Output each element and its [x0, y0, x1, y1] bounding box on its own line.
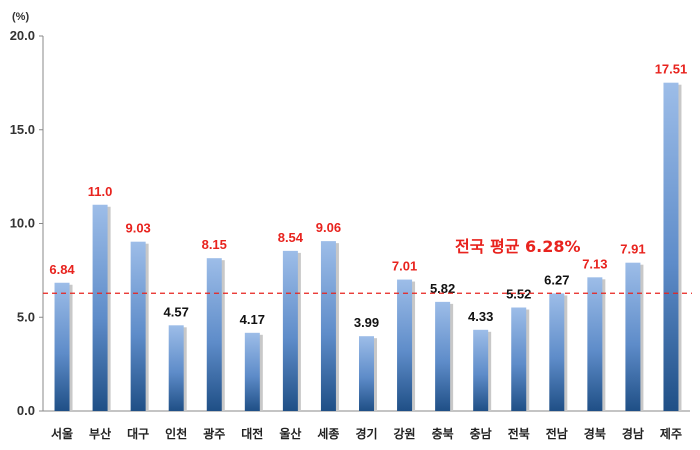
bar [359, 336, 374, 411]
bar [435, 301, 451, 411]
data-label: 5.82 [430, 281, 455, 296]
category-label: 전남 [546, 426, 568, 441]
bar [473, 329, 489, 411]
bar [92, 204, 108, 411]
data-label: 6.84 [49, 262, 75, 277]
y-tick-label: 10.0 [10, 216, 35, 231]
data-label: 7.91 [620, 242, 645, 257]
category-labels-group: 서울 부산 대구 인천 광주 대전 울산 세종 경기 강원 충북 충남 전북 전남 경북 경남 제주 [51, 426, 682, 441]
bar [511, 307, 527, 411]
bar [168, 325, 184, 411]
category-label: 제주 [660, 427, 682, 441]
data-label: 5.52 [506, 287, 531, 302]
y-tick-label: 20.0 [10, 28, 35, 43]
category-label: 경기 [355, 426, 377, 441]
bar [206, 258, 222, 411]
bar [130, 241, 146, 411]
data-label: 7.01 [392, 259, 417, 274]
bar [282, 250, 298, 411]
data-label: 11.0 [88, 184, 113, 199]
average-reference-label: 전국 평균 6.28% [455, 237, 581, 256]
bars-group [54, 82, 682, 411]
category-label: 대구 [127, 427, 149, 441]
data-label: 17.51 [655, 62, 688, 77]
category-label: 인천 [165, 426, 187, 441]
data-labels-group: 6.84 11.0 9.03 4.57 8.15 4.17 8.54 9.06 3.99 7.01… [49, 62, 687, 331]
category-label: 대전 [241, 426, 263, 441]
data-label: 8.15 [202, 237, 227, 252]
data-label: 7.13 [582, 256, 607, 271]
category-label: 경남 [622, 426, 644, 441]
category-label: 강원 [394, 427, 416, 441]
category-label: 세종 [317, 426, 339, 441]
category-label: 충남 [470, 426, 492, 441]
y-axis-ticks: 0.0 5.0 10.0 15.0 20.0 [10, 28, 43, 418]
bar [320, 241, 336, 411]
category-label: 서울 [51, 426, 73, 441]
data-label: 3.99 [354, 315, 379, 330]
category-label: 부산 [89, 426, 111, 441]
category-label: 광주 [203, 426, 225, 441]
category-label: 경북 [584, 427, 606, 441]
bar [549, 293, 565, 411]
category-label: 울산 [279, 426, 301, 441]
data-label: 4.57 [164, 304, 189, 319]
data-label: 6.27 [544, 272, 569, 287]
data-label: 9.03 [125, 221, 150, 236]
data-label: 4.33 [468, 309, 493, 324]
y-tick-label: 15.0 [10, 122, 35, 137]
bar [244, 332, 260, 411]
data-label: 9.06 [316, 220, 341, 235]
y-axis-unit-label: (%) [12, 11, 29, 23]
y-tick-label: 5.0 [17, 309, 35, 324]
bar [54, 282, 70, 411]
bar [663, 82, 679, 411]
bar [397, 279, 413, 411]
data-label: 8.54 [278, 230, 304, 245]
category-label: 충북 [432, 426, 454, 441]
category-label: 전북 [508, 426, 530, 441]
bar [625, 262, 641, 411]
data-label: 4.17 [240, 312, 265, 327]
bar [587, 277, 603, 411]
y-tick-label: 0.0 [17, 403, 35, 418]
